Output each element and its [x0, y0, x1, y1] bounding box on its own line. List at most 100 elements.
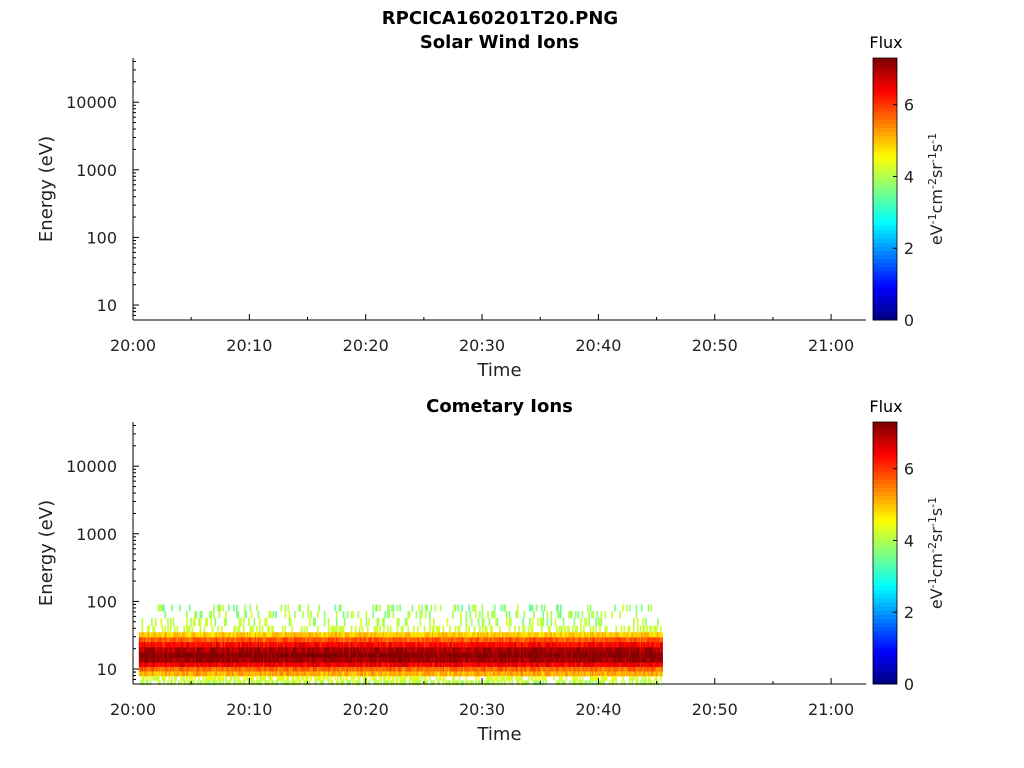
heatmap-cell — [384, 642, 387, 648]
heatmap-cell — [499, 671, 501, 677]
heatmap-cell — [383, 676, 385, 681]
heatmap-cell — [626, 632, 628, 638]
heatmap-cell — [504, 637, 507, 643]
heatmap-cell — [531, 625, 534, 633]
heatmap-cell — [187, 680, 190, 686]
heatmap-cell — [627, 652, 630, 659]
heatmap-cell — [549, 625, 551, 633]
heatmap-cell — [437, 662, 439, 668]
heatmap-cell — [491, 657, 493, 663]
heatmap-cell — [364, 671, 366, 677]
heatmap-cell — [141, 637, 144, 643]
heatmap-cell — [419, 637, 422, 643]
heatmap-cell — [607, 652, 609, 659]
heatmap-cell — [453, 642, 456, 648]
heatmap-cell — [499, 662, 501, 668]
heatmap-cell — [464, 671, 466, 677]
heatmap-cell — [452, 680, 454, 686]
heatmap-cell — [411, 647, 414, 654]
heatmap-cell — [329, 671, 331, 677]
heatmap-cell — [233, 652, 235, 659]
heatmap-cell — [514, 652, 516, 659]
heatmap-cell — [263, 652, 265, 659]
heatmap-cell — [341, 642, 343, 648]
heatmap-cell — [568, 610, 570, 619]
heatmap-cell — [623, 657, 626, 663]
heatmap-cell — [391, 637, 393, 643]
heatmap-cell — [206, 662, 208, 668]
heatmap-cell — [263, 676, 265, 681]
y-tick-label: 10 — [97, 660, 117, 679]
heatmap-cell — [146, 632, 149, 638]
heatmap-cell — [519, 657, 522, 663]
heatmap-cell — [153, 666, 156, 672]
colorbar-segment — [873, 86, 897, 92]
heatmap-cell — [512, 666, 515, 672]
heatmap-cell — [425, 676, 427, 681]
heatmap-cell — [566, 666, 569, 672]
heatmap-cell — [345, 666, 348, 672]
heatmap-cell — [519, 666, 522, 672]
heatmap-cell — [425, 642, 427, 648]
heatmap-cell — [570, 610, 573, 619]
heatmap-cell — [376, 604, 379, 612]
heatmap-cell — [445, 662, 447, 668]
heatmap-cell — [649, 666, 651, 672]
heatmap-cell — [489, 647, 492, 654]
heatmap-cell — [619, 666, 622, 672]
heatmap-cell — [501, 676, 504, 681]
heatmap-cell — [246, 637, 249, 643]
heatmap-cell — [314, 642, 316, 648]
heatmap-cell — [468, 604, 470, 612]
heatmap-cell — [230, 657, 233, 663]
heatmap-cell — [299, 647, 302, 654]
heatmap-cell — [508, 637, 511, 643]
heatmap-cell — [566, 652, 569, 659]
heatmap-cell — [439, 604, 442, 612]
heatmap-cell — [433, 617, 435, 627]
heatmap-cell — [651, 662, 654, 668]
heatmap-cell — [574, 666, 577, 672]
heatmap-cell — [311, 632, 314, 638]
heatmap-cell — [473, 637, 476, 643]
heatmap-cell — [226, 637, 229, 643]
heatmap-cell — [506, 657, 508, 663]
heatmap-cell — [169, 647, 172, 654]
heatmap-cell — [632, 671, 635, 677]
heatmap-cell — [222, 666, 225, 672]
heatmap-cell — [650, 632, 653, 638]
heatmap-cell — [389, 662, 392, 668]
heatmap-cell — [418, 652, 420, 659]
heatmap-cell — [580, 617, 582, 627]
heatmap-cell — [614, 642, 616, 648]
heatmap-cell — [395, 647, 397, 654]
heatmap-cell — [349, 657, 352, 663]
heatmap-cell — [631, 676, 634, 681]
heatmap-cell — [146, 676, 149, 681]
heatmap-cell — [587, 657, 589, 663]
heatmap-cell — [221, 632, 223, 638]
colorbar-segment — [873, 487, 897, 493]
heatmap-cell — [522, 652, 524, 659]
heatmap-cell — [288, 610, 291, 619]
heatmap-cell — [611, 671, 613, 677]
heatmap-cell — [345, 647, 348, 654]
heatmap-cell — [597, 632, 600, 638]
heatmap-cell — [310, 666, 312, 672]
heatmap-cell — [229, 652, 231, 659]
heatmap-cell — [254, 642, 257, 648]
heatmap-cell — [241, 671, 244, 677]
colorbar-segment — [873, 242, 897, 247]
heatmap-cell — [194, 657, 196, 663]
heatmap-cell — [501, 671, 504, 677]
heatmap-cell — [321, 632, 323, 638]
heatmap-cell — [470, 662, 473, 668]
heatmap-cell — [141, 657, 144, 663]
colorbar-segment — [873, 553, 897, 558]
heatmap-cell — [550, 642, 553, 648]
heatmap-cell — [612, 680, 615, 686]
heatmap-cell — [470, 637, 473, 643]
heatmap-cell — [596, 642, 599, 648]
heatmap-cell — [311, 647, 314, 654]
heatmap-cell — [511, 657, 514, 663]
